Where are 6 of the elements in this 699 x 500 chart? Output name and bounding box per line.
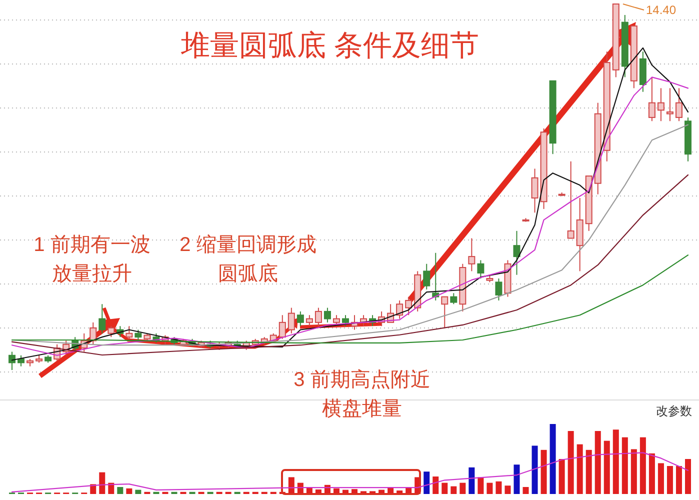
- text: 堆量圆弧底 条件及细节: [180, 30, 480, 62]
- annotation: 1 前期有一波放量拉升: [34, 234, 150, 285]
- annotation: 3 前期高点附近横盘堆量: [294, 368, 430, 420]
- annotation: 14.40: [646, 3, 676, 17]
- text: 改参数: [656, 404, 692, 418]
- annotation: 2 缩量回调形成圆弧底: [180, 234, 316, 285]
